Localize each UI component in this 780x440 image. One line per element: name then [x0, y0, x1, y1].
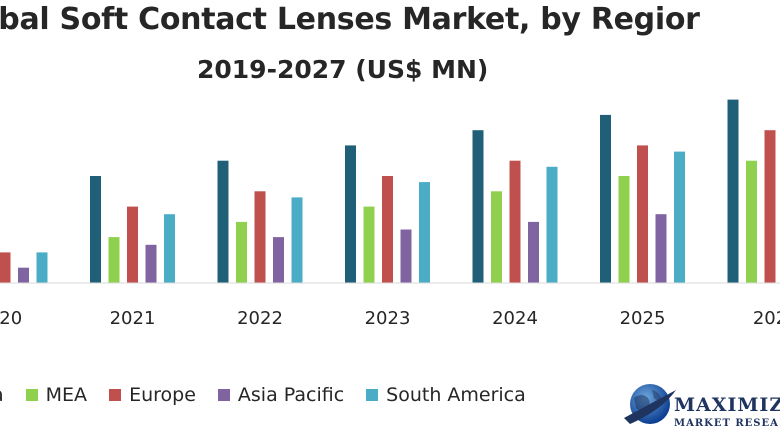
logo-tagline: MARKET RESEA — [674, 418, 779, 429]
legend-item: Asia Pacific — [217, 384, 345, 406]
x-tick-label: 2025 — [620, 308, 666, 329]
legend-label: Asia Pacific — [237, 384, 345, 406]
legend-item: Europe — [109, 384, 196, 406]
bar-2024-a — [472, 130, 484, 283]
x-tick-label: 020 — [0, 308, 22, 329]
x-tick-label: 2024 — [492, 308, 538, 329]
bar-2022-mea — [236, 221, 247, 283]
bars-group — [0, 99, 776, 284]
x-tick-label: 202 — [753, 308, 780, 329]
bar-2023-mea — [363, 206, 375, 283]
legend-label: Europe — [129, 384, 196, 406]
brand-logo: MAXIMIZ MARKET RESEA — [622, 378, 780, 438]
bar-2024-mea — [491, 191, 502, 283]
bar-2022-asia-pacific — [273, 237, 284, 283]
bar-202-europe — [764, 130, 776, 283]
x-tick-label: 2021 — [110, 308, 156, 329]
legend-label: MEA — [45, 384, 88, 406]
chart-subtitle: 2019-2027 (US$ MN) — [197, 55, 489, 84]
bar-2025-europe — [637, 145, 648, 283]
bar-2021-europe — [127, 206, 138, 283]
legend-swatch — [366, 389, 379, 401]
legend-label: a — [0, 384, 4, 406]
bar-2025-mea — [618, 176, 630, 283]
legend-item: MEA — [25, 384, 88, 406]
legend-item: a — [0, 384, 4, 406]
legend-swatch — [109, 389, 122, 401]
bar-2022-a — [217, 160, 229, 283]
bar-2022-europe — [254, 191, 266, 283]
x-tick-label: 2023 — [365, 308, 411, 329]
bar-2025-south-america — [674, 151, 685, 283]
chart-title: obal Soft Contact Lenses Market, by Regi… — [0, 2, 700, 37]
bar-2024-europe — [509, 160, 521, 283]
x-tick-label: 2022 — [237, 308, 283, 329]
bar-2023-europe — [382, 176, 393, 283]
bar-2021-south-america — [164, 214, 175, 283]
bar-2021-a — [90, 176, 101, 283]
x-tick-labels: 020 2021 2022 2023 2024 2025 202 — [0, 308, 780, 329]
logo-name: MAXIMIZ — [674, 394, 780, 416]
legend-item: South America — [366, 384, 526, 406]
bar-020-south-america — [36, 252, 48, 283]
legend-label: South America — [386, 384, 526, 406]
legend-swatch — [217, 389, 230, 401]
bar-2025-asia-pacific — [655, 214, 667, 283]
bar-2021-mea — [108, 237, 120, 283]
bar-202-a — [727, 99, 739, 283]
bar-2022-south-america — [291, 197, 303, 283]
bar-2024-asia-pacific — [528, 221, 539, 283]
bar-2025-a — [600, 114, 611, 284]
bar-202-mea — [746, 160, 757, 283]
bar-020-asia-pacific — [18, 267, 29, 283]
legend: a MEA Europe Asia Pacific South America — [0, 380, 548, 410]
bar-020-europe — [0, 252, 11, 283]
bar-2021-asia-pacific — [145, 244, 157, 283]
bar-2023-south-america — [419, 182, 430, 283]
bar-2024-south-america — [546, 166, 558, 283]
legend-swatch — [25, 389, 38, 401]
bar-2023-a — [345, 145, 356, 283]
bar-2023-asia-pacific — [400, 229, 412, 283]
globe-icon — [624, 384, 676, 424]
